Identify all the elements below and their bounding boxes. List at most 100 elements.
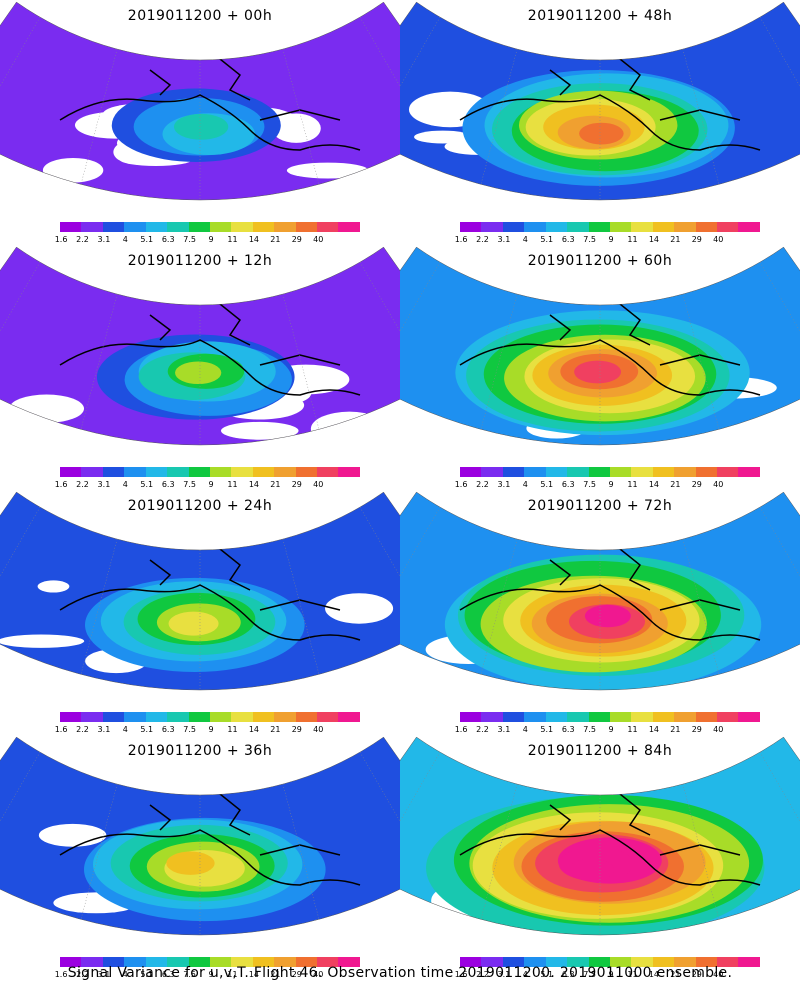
coastline [59, 584, 361, 641]
colorbar-swatch [124, 467, 146, 477]
map-panel: 2019011200 + 48h 1.6 2.2 3.1 4 5.1 6.3 7.5 9 11 14… [400, 0, 800, 250]
colorbar-label: 40 [313, 725, 324, 734]
colorbar-labels: 1.6 2.2 3.1 4 5.1 6.3 7.5 9 11 14 21 29 40 [55, 970, 360, 980]
no-data-patch [14, 672, 88, 690]
colorbar-label: 40 [313, 235, 324, 244]
colorbar-swatch [81, 712, 103, 722]
coastline [149, 544, 341, 611]
colorbar-swatch [609, 957, 632, 967]
graticule-line [480, 784, 518, 920]
colorbar-swatch [695, 222, 718, 232]
colorbar-swatch [674, 222, 696, 232]
coastline [59, 94, 361, 151]
colorbar-labels: 1.6 2.2 3.1 4 5.1 6.3 7.5 9 11 14 21 29 40 [55, 235, 360, 245]
colorbar-swatch [631, 957, 653, 967]
colorbar-swatch [124, 712, 146, 722]
graticule-line [282, 294, 320, 430]
map-panel: 2019011200 + 84h 1.6 2.2 3.1 4 5.1 6.3 7.5 9 11 14… [400, 735, 800, 985]
colorbar-label: 14 [248, 235, 260, 244]
colorbar-label: 5.1 [540, 235, 554, 244]
graticule-line [682, 294, 720, 430]
map-boundary [400, 1, 800, 201]
colorbar-swatch [652, 712, 675, 722]
colorbar-swatch [652, 222, 675, 232]
colorbar-swatch [460, 957, 482, 967]
graticule-line [282, 539, 320, 675]
colorbar [60, 712, 360, 722]
graticule-line [480, 539, 518, 675]
colorbar-swatch [588, 957, 610, 967]
colorbar-swatch [652, 957, 675, 967]
colorbar-label: 6.3 [561, 725, 575, 734]
colorbar-label: 6.3 [561, 480, 575, 489]
colorbar-swatch [609, 222, 632, 232]
no-data-patch [220, 421, 299, 440]
colorbar-swatch [145, 712, 168, 722]
colorbar-swatch [717, 712, 739, 722]
colorbar [60, 467, 360, 477]
colorbar-label: 14 [648, 480, 660, 489]
colorbar-label: 5.1 [140, 480, 154, 489]
colorbar-swatch [102, 712, 125, 722]
coastline [459, 829, 761, 886]
colorbar-swatch [631, 712, 653, 722]
colorbar-label: 11 [227, 235, 238, 244]
colorbar-swatch [274, 467, 296, 477]
map-boundary [0, 246, 400, 446]
colorbar-swatch [167, 957, 189, 967]
coastline [549, 789, 741, 856]
map-panel: 2019011200 + 72h 1.6 2.2 3.1 4 5.1 6.3 7.5 9 11 14… [400, 490, 800, 740]
no-data-patch [310, 411, 388, 445]
colorbar-label: 1.6 [54, 725, 68, 734]
colorbar-label: 4 [522, 235, 528, 244]
coastline [459, 584, 761, 641]
colorbar-swatch [502, 222, 525, 232]
graticule-line [359, 262, 400, 332]
colorbar-swatch [338, 957, 360, 967]
colorbar-swatch [317, 957, 339, 967]
no-data-patch [286, 162, 369, 179]
colorbar-swatch [231, 712, 253, 722]
colorbar-swatch [124, 957, 146, 967]
colorbar-swatch [209, 712, 232, 722]
colorbar-swatch [524, 712, 546, 722]
graticule-line [282, 784, 320, 920]
variance-map [400, 1, 800, 201]
colorbar-label: 2.2 [476, 725, 489, 734]
no-data-patch [0, 634, 85, 648]
colorbar-label: 14 [648, 970, 660, 979]
variance-map [400, 246, 800, 446]
colorbar-label: 2.2 [76, 235, 89, 244]
colorbar-swatch [102, 957, 125, 967]
colorbar-label: 11 [627, 480, 638, 489]
colorbar-label: 6.3 [561, 235, 575, 244]
colorbar-label: 1.6 [54, 235, 68, 244]
colorbar-swatch [317, 712, 339, 722]
graticule-line [359, 17, 400, 87]
graticule-line [480, 294, 518, 430]
colorbar-swatch [60, 712, 82, 722]
colorbar-label: 2.2 [76, 970, 89, 979]
graticule-line [682, 784, 720, 920]
colorbar-swatch [81, 222, 103, 232]
map-boundary [0, 736, 400, 936]
colorbar-label: 6.3 [161, 480, 175, 489]
colorbar-swatch [717, 957, 739, 967]
colorbar-swatch [567, 222, 589, 232]
variance-map [400, 736, 800, 936]
colorbar-swatch [738, 222, 760, 232]
colorbar-label: 7.5 [583, 480, 597, 489]
colorbar-swatch [209, 957, 232, 967]
variance-contour [584, 604, 631, 628]
colorbar-label: 2.2 [76, 725, 89, 734]
colorbar-swatch [338, 467, 360, 477]
map-panel: 2019011200 + 00h 1.6 2.2 3.1 4 5.1 6.3 7.5 9 11 14… [0, 0, 400, 250]
variance-contour [175, 361, 222, 385]
colorbar-labels: 1.6 2.2 3.1 4 5.1 6.3 7.5 9 11 14 21 29 40 [455, 725, 760, 735]
colorbar-swatch [167, 712, 189, 722]
variance-contour [173, 113, 229, 140]
colorbar-label: 7.5 [183, 970, 197, 979]
colorbar [60, 957, 360, 967]
colorbar-swatch [295, 222, 318, 232]
colorbar-swatch [567, 467, 589, 477]
